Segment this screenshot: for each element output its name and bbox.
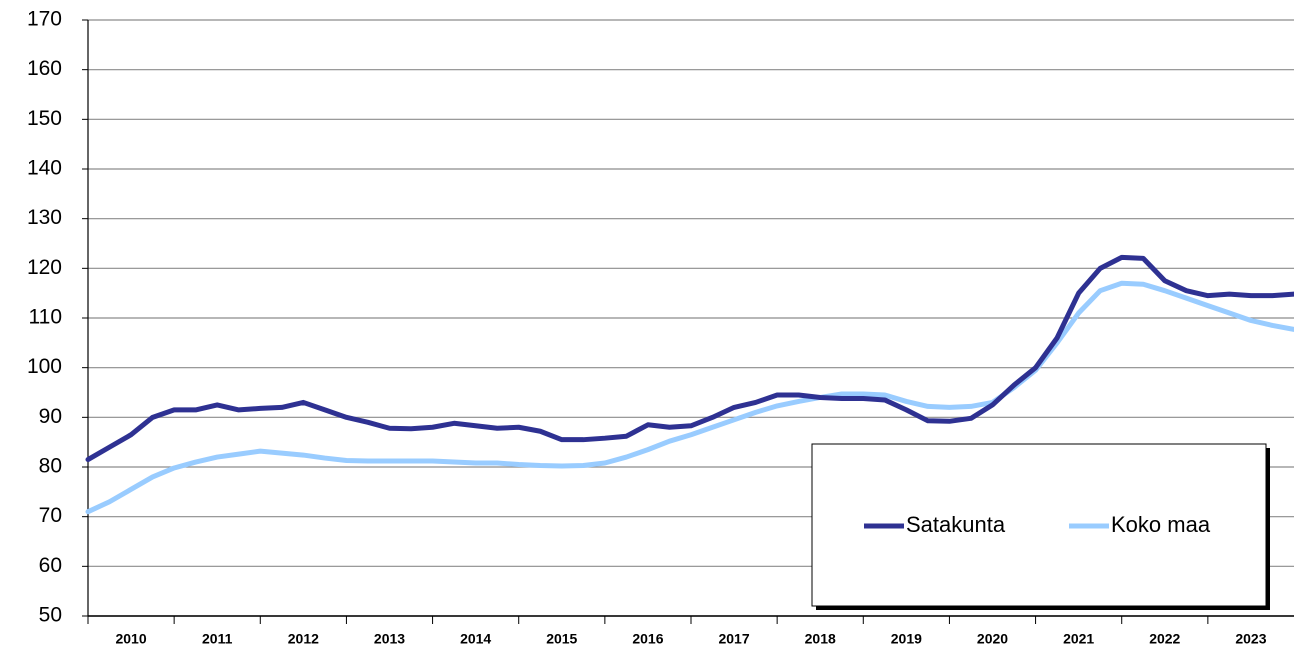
x-tick-label: 2011 — [202, 631, 233, 647]
y-tick-label: 120 — [27, 256, 62, 279]
legend-label: Satakunta — [906, 512, 1006, 537]
x-tick-label: 2018 — [805, 631, 836, 647]
y-tick-label: 160 — [27, 57, 62, 80]
y-tick-label: 150 — [27, 107, 62, 130]
x-tick-label: 2012 — [288, 631, 319, 647]
legend-label: Koko maa — [1111, 512, 1211, 537]
y-tick-label: 130 — [27, 206, 62, 229]
y-tick-label: 90 — [39, 405, 62, 428]
y-tick-label: 100 — [27, 355, 62, 378]
x-tick-label: 2023 — [1235, 631, 1266, 647]
x-tick-label: 2019 — [891, 631, 922, 647]
x-tick-label: 2014 — [460, 631, 491, 647]
y-tick-label: 110 — [29, 306, 62, 329]
series-line — [85, 254, 1294, 463]
y-tick-label: 170 — [27, 8, 62, 31]
x-tick-label: 2010 — [115, 631, 146, 647]
x-tick-label: 2016 — [632, 631, 663, 647]
series-line — [85, 280, 1294, 515]
x-tick-label: 2020 — [977, 631, 1008, 647]
x-tick-label: 2015 — [546, 631, 577, 647]
y-tick-label: 80 — [39, 455, 62, 478]
y-tick-label: 60 — [39, 554, 62, 577]
x-tick-label: 2021 — [1063, 631, 1094, 647]
y-tick-label: 50 — [39, 604, 62, 627]
x-tick-label: 2017 — [718, 631, 749, 647]
x-tick-label: 2013 — [374, 631, 405, 647]
y-tick-label: 70 — [39, 504, 62, 527]
y-tick-label: 140 — [27, 157, 62, 180]
x-tick-label: 2022 — [1149, 631, 1180, 647]
